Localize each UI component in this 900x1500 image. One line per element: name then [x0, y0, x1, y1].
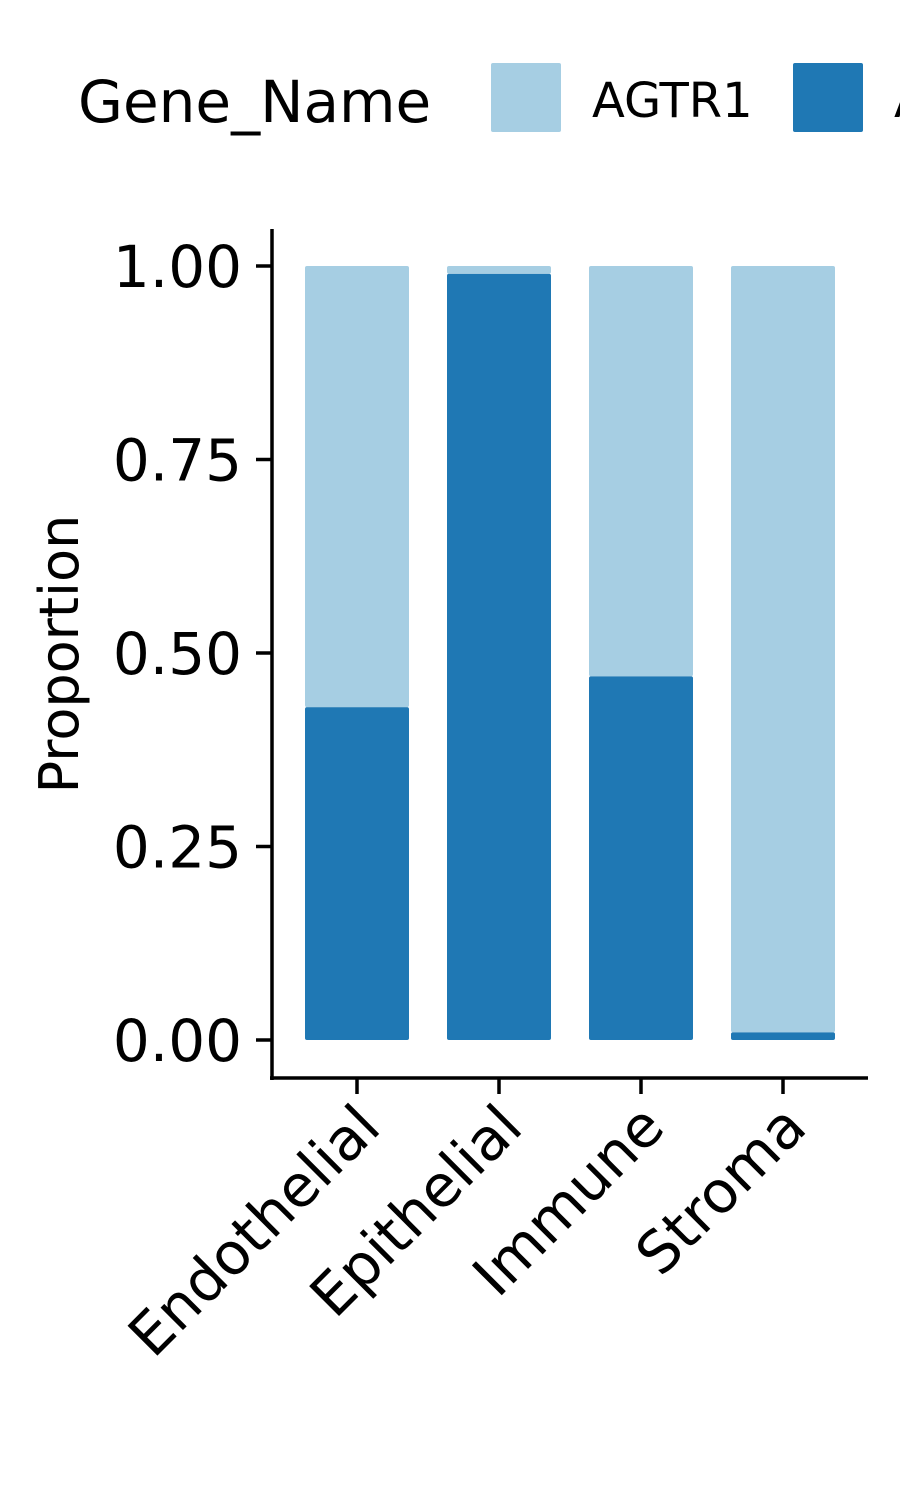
- bar-stroma-series-1: [731, 266, 835, 1033]
- bar-endothelial-series-2: [305, 707, 409, 1040]
- y-tick-label: 0.75: [113, 427, 242, 495]
- bar-epithelial-series-2: [447, 273, 551, 1040]
- bars-layer: [305, 266, 835, 1040]
- y-tick-label: 0.50: [113, 620, 242, 688]
- y-tick-label: 0.25: [113, 814, 242, 882]
- bar-immune-series-1: [589, 266, 693, 677]
- y-tick-label: 1.00: [113, 233, 242, 301]
- legend-swatch-second-series: [793, 63, 863, 132]
- legend-label-agtr1: AGTR1: [592, 73, 753, 129]
- y-axis-title: Proportion: [28, 515, 91, 794]
- bar-endothelial-series-1: [305, 266, 409, 708]
- bar-epithelial-series-1: [447, 266, 551, 274]
- legend-title: Gene_Name: [78, 68, 431, 136]
- legend-label-second-series: A: [894, 73, 900, 129]
- bar-stroma-series-2: [731, 1032, 835, 1040]
- legend-swatch-agtr1: [491, 63, 561, 132]
- legend: Gene_Name AGTR1 A: [78, 63, 900, 136]
- bar-immune-series-2: [589, 676, 693, 1040]
- y-tick-label: 0.00: [113, 1007, 242, 1075]
- y-axis-ticks: 0.00 0.25 0.50 0.75 1.00: [113, 233, 272, 1075]
